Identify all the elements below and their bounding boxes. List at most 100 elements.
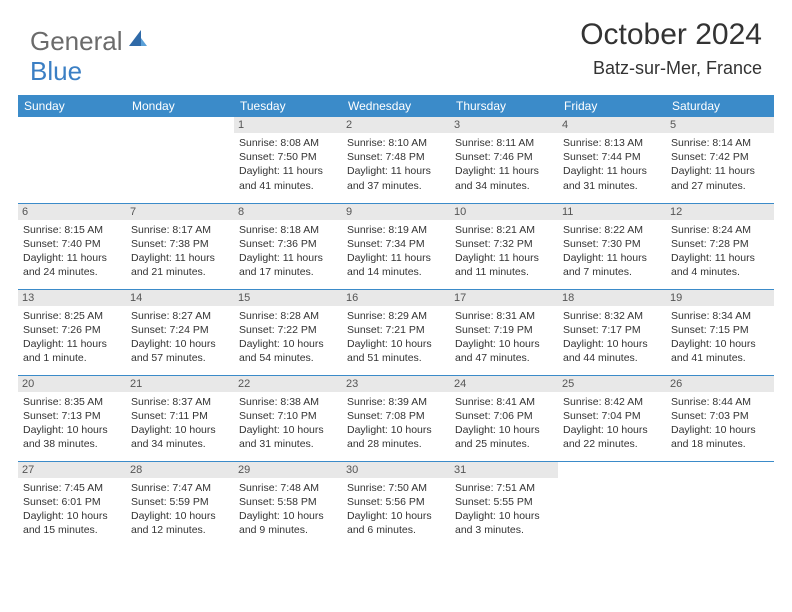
- daylight-text: Daylight: 11 hours and 1 minute.: [23, 337, 121, 365]
- header: General October 2024 Batz-sur-Mer, Franc…: [0, 0, 792, 87]
- daylight-text: Daylight: 10 hours and 28 minutes.: [347, 423, 445, 451]
- daylight-text: Daylight: 10 hours and 34 minutes.: [131, 423, 229, 451]
- day-number: 10: [450, 204, 558, 220]
- daylight-text: Daylight: 11 hours and 4 minutes.: [671, 251, 769, 279]
- sunset-text: Sunset: 7:15 PM: [671, 323, 769, 337]
- daylight-text: Daylight: 11 hours and 41 minutes.: [239, 164, 337, 192]
- sunrise-text: Sunrise: 7:45 AM: [23, 481, 121, 495]
- sunrise-text: Sunrise: 8:24 AM: [671, 223, 769, 237]
- calendar-cell: 21Sunrise: 8:37 AMSunset: 7:11 PMDayligh…: [126, 375, 234, 461]
- day-number: 15: [234, 290, 342, 306]
- day-number: 5: [666, 117, 774, 133]
- logo-text-blue: Blue: [30, 56, 82, 86]
- sunset-text: Sunset: 7:11 PM: [131, 409, 229, 423]
- sunset-text: Sunset: 7:06 PM: [455, 409, 553, 423]
- day-number: 8: [234, 204, 342, 220]
- day-details: Sunrise: 7:48 AMSunset: 5:58 PMDaylight:…: [239, 481, 337, 538]
- sunset-text: Sunset: 7:28 PM: [671, 237, 769, 251]
- day-details: Sunrise: 8:22 AMSunset: 7:30 PMDaylight:…: [563, 223, 661, 280]
- logo: General: [30, 26, 149, 57]
- daylight-text: Daylight: 11 hours and 14 minutes.: [347, 251, 445, 279]
- day-details: Sunrise: 7:50 AMSunset: 5:56 PMDaylight:…: [347, 481, 445, 538]
- day-number: 23: [342, 376, 450, 392]
- calendar-cell: 12 Sunrise: 8:24 AMSunset: 7:28 PMDayligh…: [666, 203, 774, 289]
- sunset-text: Sunset: 7:42 PM: [671, 150, 769, 164]
- sunset-text: Sunset: 7:03 PM: [671, 409, 769, 423]
- day-header: Saturday: [666, 95, 774, 117]
- day-number: 25: [558, 376, 666, 392]
- calendar-table: Sunday Monday Tuesday Wednesday Thursday…: [18, 95, 774, 547]
- daylight-text: Daylight: 10 hours and 38 minutes.: [23, 423, 121, 451]
- sunset-text: Sunset: 7:32 PM: [455, 237, 553, 251]
- sunrise-text: Sunrise: 8:44 AM: [671, 395, 769, 409]
- logo-text-general: General: [30, 26, 123, 57]
- sunrise-text: Sunrise: 8:29 AM: [347, 309, 445, 323]
- sunset-text: Sunset: 7:36 PM: [239, 237, 337, 251]
- calendar-cell: 13Sunrise: 8:25 AMSunset: 7:26 PMDayligh…: [18, 289, 126, 375]
- sunset-text: Sunset: 7:04 PM: [563, 409, 661, 423]
- sunrise-text: Sunrise: 8:39 AM: [347, 395, 445, 409]
- daylight-text: Daylight: 10 hours and 18 minutes.: [671, 423, 769, 451]
- sunrise-text: Sunrise: 8:17 AM: [131, 223, 229, 237]
- daylight-text: Daylight: 10 hours and 3 minutes.: [455, 509, 553, 537]
- day-details: Sunrise: 8:11 AMSunset: 7:46 PMDaylight:…: [455, 136, 553, 193]
- day-details: Sunrise: 8:27 AMSunset: 7:24 PMDaylight:…: [131, 309, 229, 366]
- calendar-cell: [126, 117, 234, 203]
- sunset-text: Sunset: 7:17 PM: [563, 323, 661, 337]
- day-details: Sunrise: 8:28 AMSunset: 7:22 PMDaylight:…: [239, 309, 337, 366]
- day-details: Sunrise: 8:32 AMSunset: 7:17 PMDaylight:…: [563, 309, 661, 366]
- sunrise-text: Sunrise: 8:32 AM: [563, 309, 661, 323]
- daylight-text: Daylight: 11 hours and 7 minutes.: [563, 251, 661, 279]
- sunset-text: Sunset: 7:30 PM: [563, 237, 661, 251]
- day-number: 7: [126, 204, 234, 220]
- calendar-cell: 17Sunrise: 8:31 AMSunset: 7:19 PMDayligh…: [450, 289, 558, 375]
- sunrise-text: Sunrise: 8:21 AM: [455, 223, 553, 237]
- daylight-text: Daylight: 10 hours and 12 minutes.: [131, 509, 229, 537]
- daylight-text: Daylight: 11 hours and 34 minutes.: [455, 164, 553, 192]
- sunset-text: Sunset: 7:38 PM: [131, 237, 229, 251]
- calendar-cell: 30Sunrise: 7:50 AMSunset: 5:56 PMDayligh…: [342, 461, 450, 547]
- day-number: 18: [558, 290, 666, 306]
- sunset-text: Sunset: 7:48 PM: [347, 150, 445, 164]
- day-details: Sunrise: 8:10 AMSunset: 7:48 PMDaylight:…: [347, 136, 445, 193]
- sunrise-text: Sunrise: 8:38 AM: [239, 395, 337, 409]
- calendar-cell: 27Sunrise: 7:45 AMSunset: 6:01 PMDayligh…: [18, 461, 126, 547]
- daylight-text: Daylight: 10 hours and 44 minutes.: [563, 337, 661, 365]
- day-number: 21: [126, 376, 234, 392]
- sunrise-text: Sunrise: 8:35 AM: [23, 395, 121, 409]
- day-details: Sunrise: 7:51 AMSunset: 5:55 PMDaylight:…: [455, 481, 553, 538]
- sunrise-text: Sunrise: 8:19 AM: [347, 223, 445, 237]
- calendar-week: 20Sunrise: 8:35 AMSunset: 7:13 PMDayligh…: [18, 375, 774, 461]
- calendar-cell: 2 Sunrise: 8:10 AMSunset: 7:48 PMDaylight…: [342, 117, 450, 203]
- calendar-cell: 31Sunrise: 7:51 AMSunset: 5:55 PMDayligh…: [450, 461, 558, 547]
- daylight-text: Daylight: 10 hours and 54 minutes.: [239, 337, 337, 365]
- daylight-text: Daylight: 11 hours and 37 minutes.: [347, 164, 445, 192]
- day-number: 2: [342, 117, 450, 133]
- sunset-text: Sunset: 7:44 PM: [563, 150, 661, 164]
- sunrise-text: Sunrise: 8:13 AM: [563, 136, 661, 150]
- day-header: Wednesday: [342, 95, 450, 117]
- day-header-row: Sunday Monday Tuesday Wednesday Thursday…: [18, 95, 774, 117]
- day-details: Sunrise: 8:15 AMSunset: 7:40 PMDaylight:…: [23, 223, 121, 280]
- sunrise-text: Sunrise: 8:15 AM: [23, 223, 121, 237]
- sunset-text: Sunset: 5:56 PM: [347, 495, 445, 509]
- daylight-text: Daylight: 11 hours and 27 minutes.: [671, 164, 769, 192]
- calendar-cell: 22Sunrise: 8:38 AMSunset: 7:10 PMDayligh…: [234, 375, 342, 461]
- sunset-text: Sunset: 7:19 PM: [455, 323, 553, 337]
- calendar-week: 1Sunrise: 8:08 AMSunset: 7:50 PMDaylight…: [18, 117, 774, 203]
- daylight-text: Daylight: 10 hours and 15 minutes.: [23, 509, 121, 537]
- day-header: Monday: [126, 95, 234, 117]
- day-number: 28: [126, 462, 234, 478]
- day-number: 12: [666, 204, 774, 220]
- day-details: Sunrise: 8:35 AMSunset: 7:13 PMDaylight:…: [23, 395, 121, 452]
- sunset-text: Sunset: 7:08 PM: [347, 409, 445, 423]
- day-details: Sunrise: 8:24 AMSunset: 7:28 PMDaylight:…: [671, 223, 769, 280]
- sunrise-text: Sunrise: 8:31 AM: [455, 309, 553, 323]
- day-details: Sunrise: 8:38 AMSunset: 7:10 PMDaylight:…: [239, 395, 337, 452]
- daylight-text: Daylight: 11 hours and 21 minutes.: [131, 251, 229, 279]
- sunrise-text: Sunrise: 8:22 AM: [563, 223, 661, 237]
- calendar-cell: [558, 461, 666, 547]
- day-details: Sunrise: 8:17 AMSunset: 7:38 PMDaylight:…: [131, 223, 229, 280]
- sunrise-text: Sunrise: 8:11 AM: [455, 136, 553, 150]
- calendar-cell: 3Sunrise: 8:11 AMSunset: 7:46 PMDaylight…: [450, 117, 558, 203]
